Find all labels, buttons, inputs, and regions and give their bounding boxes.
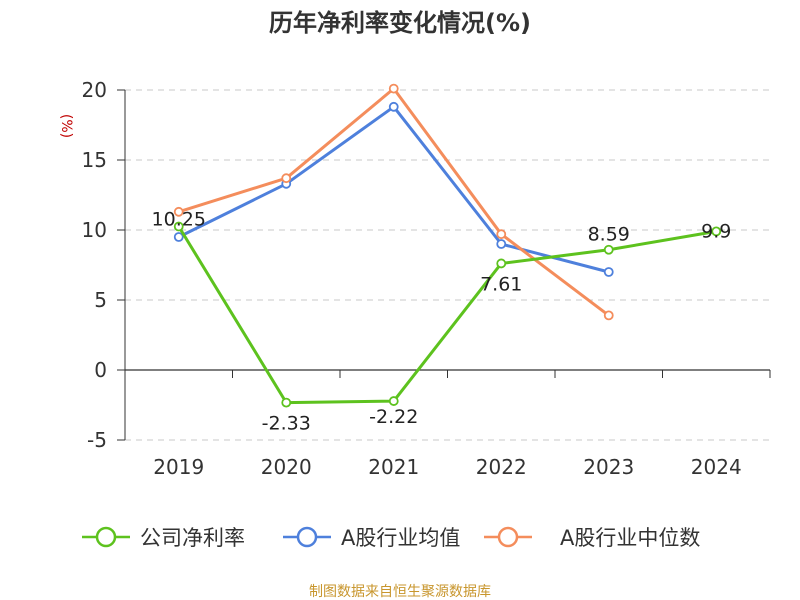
data-point[interactable] [173, 206, 184, 217]
series-3 [173, 83, 614, 321]
y-tick-label: 15 [82, 148, 107, 172]
x-tick-label: 2024 [691, 455, 742, 479]
y-axis-unit-label: (%) [58, 114, 74, 138]
data-point[interactable] [281, 397, 292, 408]
legend-label: A股行业均值 [341, 526, 460, 550]
series-group [173, 83, 722, 408]
data-label: -2.33 [262, 413, 311, 435]
legend-marker-icon [95, 526, 117, 548]
data-point[interactable] [496, 239, 507, 249]
source-note: 制图数据来自恒生聚源数据库 [309, 584, 491, 600]
legend-label: A股行业中位数 [560, 526, 700, 550]
data-point[interactable] [711, 226, 722, 237]
gridlines [125, 89, 770, 441]
axes: -5 0 5 10 15 20 2019 2020 2021 2022 2023 2024 [82, 78, 771, 479]
data-point[interactable] [388, 83, 399, 94]
legend-marker-icon [296, 526, 318, 548]
legend-label: 公司净利率 [140, 526, 245, 550]
data-point[interactable] [603, 310, 614, 321]
y-tick-label: 20 [82, 78, 107, 102]
y-tick-label: 10 [82, 218, 107, 242]
data-label: 10.25 [152, 209, 206, 231]
data-point[interactable] [173, 232, 184, 242]
data-label: 9.9 [701, 220, 731, 242]
data-label: -2.22 [369, 406, 418, 428]
y-tick-label: -5 [87, 428, 107, 452]
data-point[interactable] [388, 101, 399, 112]
legend-item-3[interactable]: A股行业中位数 [484, 526, 700, 550]
series-line [177, 105, 611, 274]
legend-item-1[interactable]: 公司净利率 [82, 526, 245, 550]
data-point[interactable] [388, 396, 399, 406]
data-labels: 10.25 -2.33 -2.22 7.61 8.59 9.9 [152, 209, 732, 435]
x-tick-label: 2023 [583, 455, 634, 479]
y-tick-label: 0 [94, 358, 107, 382]
series-line [177, 87, 611, 317]
x-tick-label: 2021 [368, 455, 419, 479]
data-point[interactable] [603, 244, 614, 255]
series-1 [173, 221, 722, 408]
data-point[interactable] [496, 229, 507, 240]
series-line [177, 225, 718, 405]
legend: 公司净利率 A股行业均值 A股行业中位数 [82, 526, 700, 550]
chart-title: 历年净利率变化情况(%) [269, 9, 531, 37]
legend-marker-icon [497, 526, 519, 548]
legend-item-2[interactable]: A股行业均值 [283, 526, 460, 550]
series-2 [173, 101, 614, 277]
data-label: 7.61 [480, 273, 522, 295]
data-point[interactable] [603, 267, 614, 277]
data-point[interactable] [496, 258, 507, 269]
data-point[interactable] [281, 173, 292, 184]
x-tick-label: 2019 [153, 455, 204, 479]
x-tick-label: 2022 [476, 455, 527, 479]
y-tick-label: 5 [94, 288, 107, 312]
data-point[interactable] [173, 221, 184, 232]
data-label: 8.59 [588, 224, 630, 246]
x-tick-label: 2020 [261, 455, 312, 479]
